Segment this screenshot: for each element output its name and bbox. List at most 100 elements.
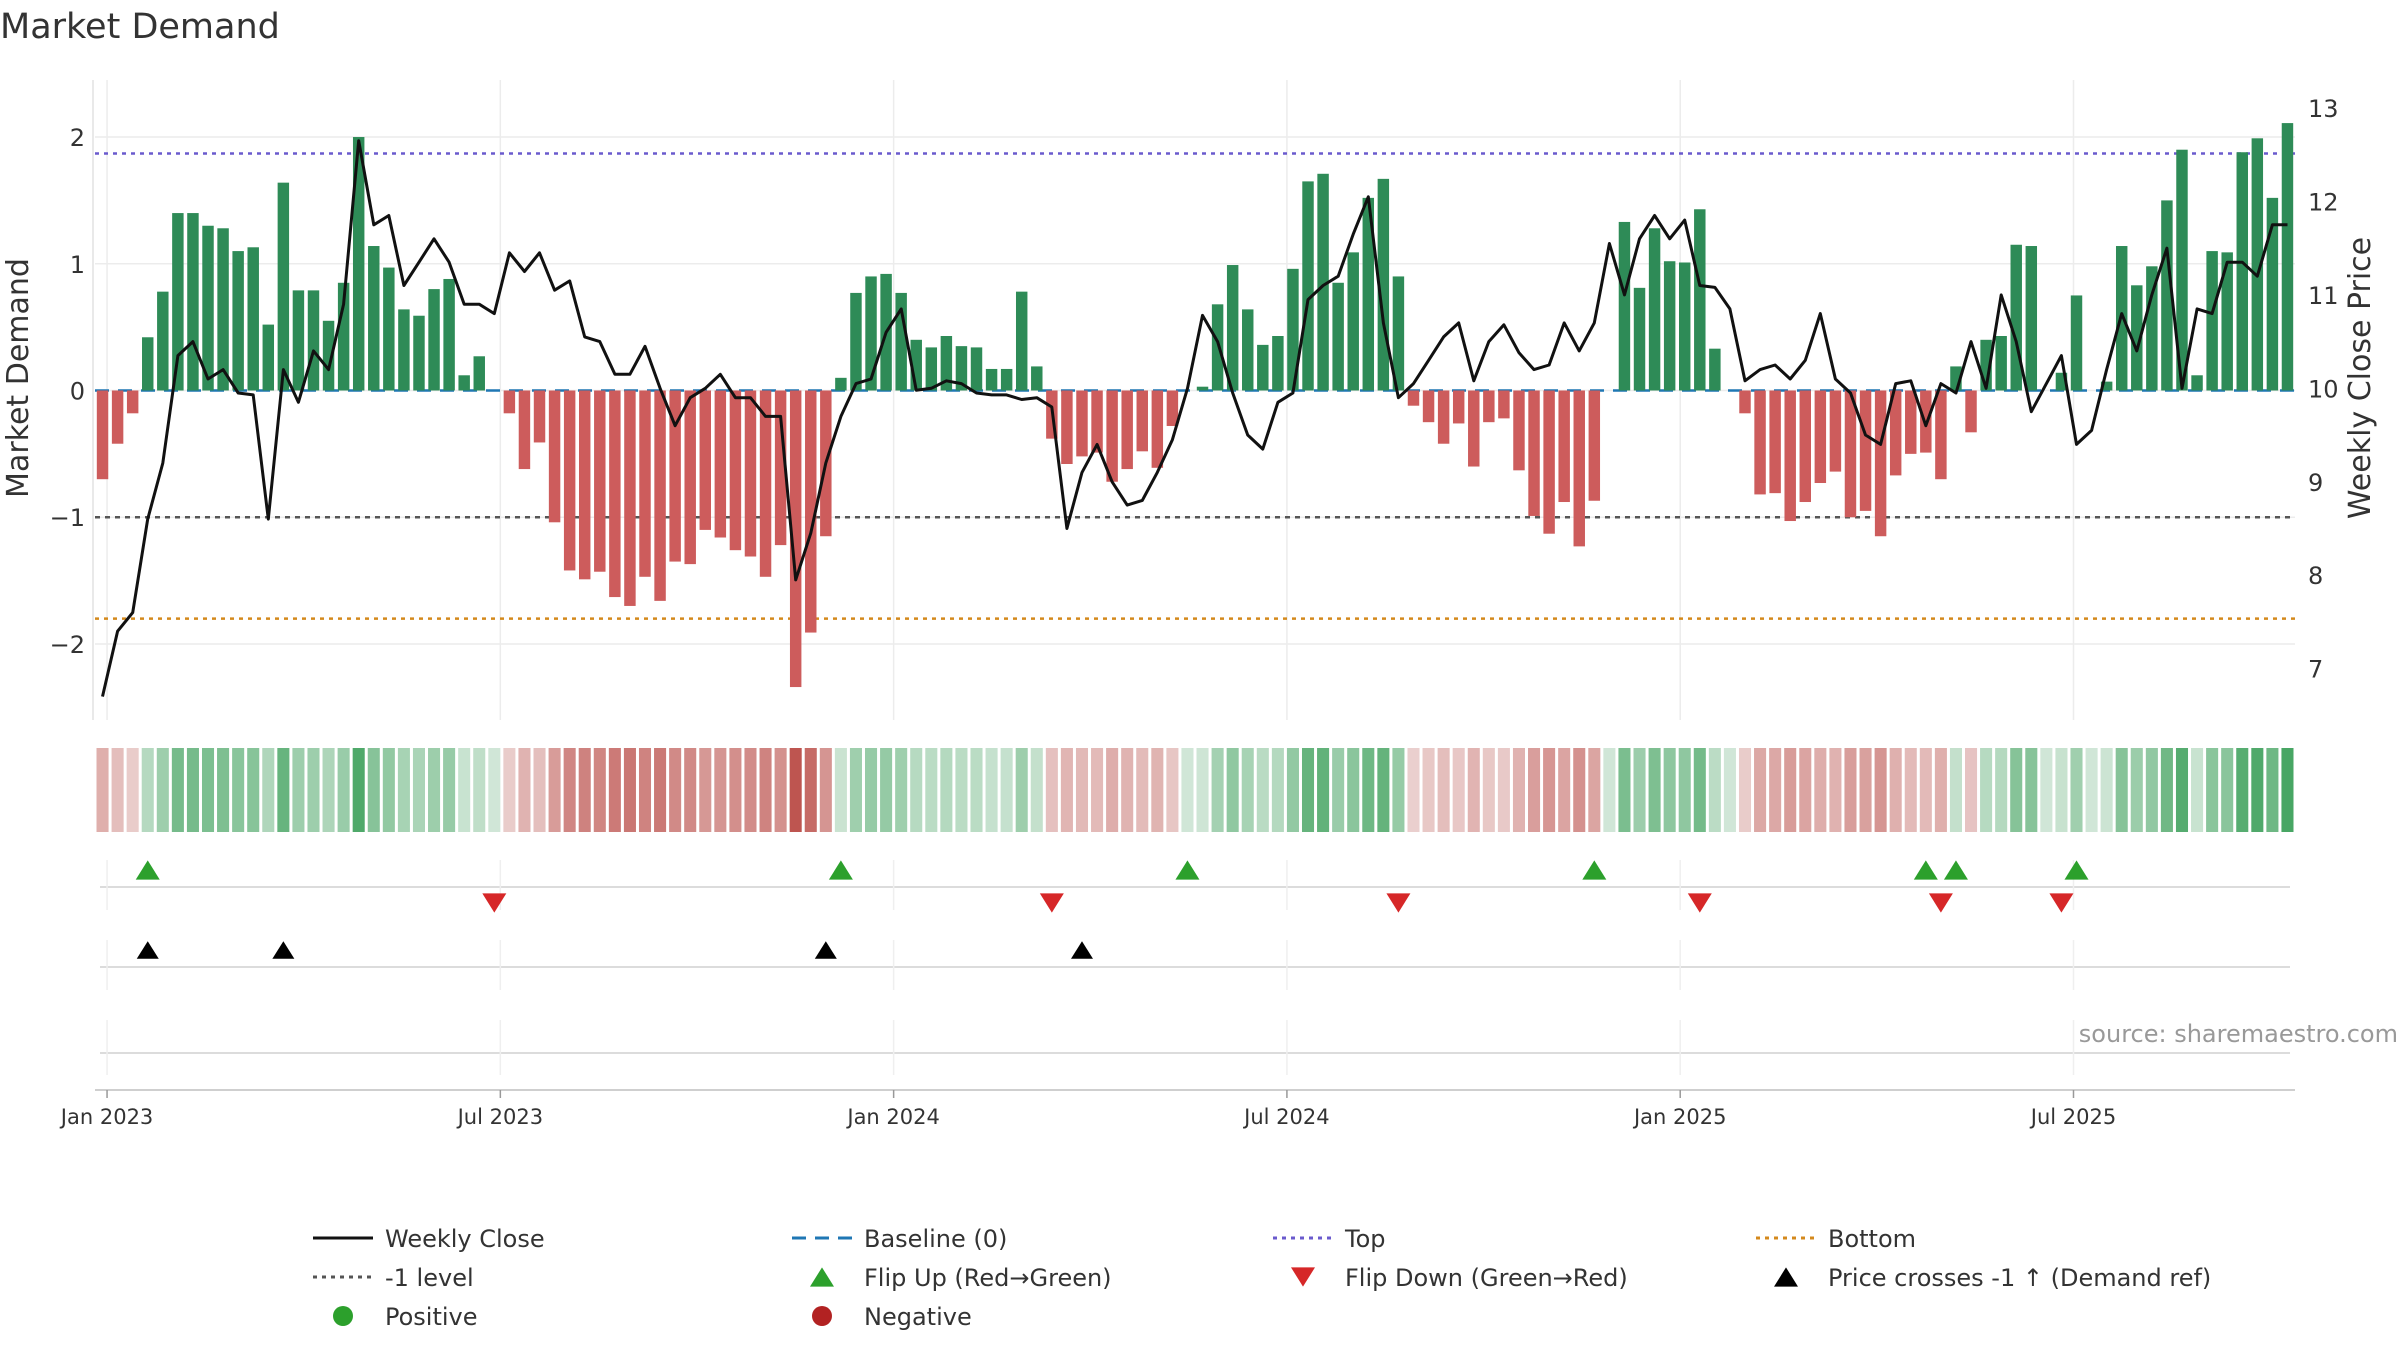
heat-cell — [1784, 748, 1797, 832]
weekly-close-line — [101, 139, 2288, 697]
demand-bar — [609, 390, 621, 598]
left-y-axis: 2 1 0 −1 −2 — [50, 124, 85, 659]
heat-cell — [1859, 748, 1872, 832]
price-cross-marker — [136, 941, 159, 959]
demand-bar — [654, 390, 666, 601]
y2-tick-label: 11 — [2308, 282, 2339, 310]
demand-bar — [1663, 261, 1676, 391]
y-tick-label: 0 — [70, 377, 85, 405]
y-tick-label: 2 — [70, 124, 85, 152]
heat-cell — [1995, 748, 2008, 832]
legend-swatch-circle — [812, 1306, 832, 1326]
demand-bar — [1498, 390, 1510, 419]
heat-cell — [1965, 748, 1978, 832]
demand-bar — [850, 292, 862, 391]
heat-cell — [201, 748, 215, 832]
demand-bar — [383, 267, 395, 391]
heat-cell — [1452, 748, 1465, 832]
legend-swatch-down-triangle — [1291, 1267, 1315, 1287]
demand-bar — [579, 390, 591, 580]
demand-bar — [262, 324, 275, 391]
demand-bar — [1000, 368, 1013, 391]
y2-tick-label: 7 — [2308, 656, 2323, 684]
y-axis-label: Market Demand — [1, 258, 36, 498]
legend-swatch-circle — [333, 1306, 353, 1326]
demand-bar — [835, 377, 847, 391]
heat-cell — [563, 748, 576, 832]
heat-cell — [1091, 748, 1104, 832]
y2-tick-label: 9 — [2308, 469, 2323, 497]
demand-bar — [1965, 390, 1977, 433]
flip-up-marker — [1582, 860, 1607, 880]
demand-bar — [1679, 262, 1691, 391]
heat-cell — [759, 748, 772, 832]
demand-bar — [1377, 178, 1390, 391]
heat-cell — [2010, 748, 2023, 832]
heat-cell — [895, 748, 908, 832]
demand-bar — [729, 390, 742, 551]
heat-cell — [744, 748, 757, 832]
demand-bar — [2176, 149, 2188, 391]
heat-cell — [1241, 748, 1254, 832]
legend-swatch-up-triangle — [810, 1267, 834, 1287]
demand-bar — [940, 336, 953, 391]
demand-bar — [533, 390, 546, 443]
demand-bar — [2146, 266, 2158, 391]
demand-bar — [2206, 251, 2218, 391]
demand-bar — [699, 390, 711, 530]
heat-cell — [1271, 748, 1284, 832]
heat-cell — [1738, 748, 1752, 832]
heat-cell — [834, 748, 847, 832]
demand-bar — [2055, 372, 2068, 391]
demand-bar — [1739, 390, 1751, 414]
heat-cell — [1512, 748, 1525, 832]
demand-bar — [1166, 390, 1179, 426]
demand-bar — [1226, 265, 1239, 391]
heat-cell — [141, 748, 154, 832]
heat-cell — [156, 748, 169, 832]
demand-bar — [1528, 390, 1540, 516]
heat-cell — [1588, 748, 1601, 832]
demand-bar — [1543, 390, 1555, 534]
demand-bar — [1694, 209, 1706, 391]
heat-cell — [1181, 748, 1194, 832]
source-label: source: sharemaestro.com — [2079, 1020, 2398, 1048]
heat-cell — [352, 748, 365, 832]
flip-up-marker — [2064, 860, 2089, 880]
heat-cell — [669, 748, 682, 832]
heat-cell — [1030, 748, 1043, 832]
close-price-line — [101, 139, 2288, 697]
heat-cell — [2115, 748, 2128, 832]
heat-cell — [1060, 748, 1073, 832]
heat-cell — [2055, 748, 2068, 832]
demand-bar — [217, 228, 229, 391]
demand-bar — [1287, 268, 1299, 391]
legend-label: Flip Down (Green→Red) — [1345, 1264, 1628, 1292]
heat-cell — [247, 748, 260, 832]
heat-cell — [518, 748, 531, 832]
heat-cell — [337, 748, 350, 832]
heat-cell — [865, 748, 878, 832]
demand-bar — [1121, 390, 1133, 470]
y2-tick-label: 13 — [2308, 95, 2339, 123]
heat-cell — [638, 748, 652, 832]
demand-bar — [1136, 390, 1148, 452]
heat-cell — [1121, 748, 1134, 832]
flip-up-marker — [1913, 860, 1938, 880]
demand-bar — [2010, 244, 2022, 391]
chart-title: Market Demand — [0, 7, 280, 47]
right-y-axis: 13 12 11 10 9 8 7 — [2308, 95, 2339, 684]
reference-lines — [95, 152, 2295, 620]
heat-cell — [2221, 748, 2234, 832]
heat-cell — [322, 748, 335, 832]
heat-cell — [2085, 748, 2098, 832]
demand-bar — [624, 390, 636, 606]
legend-label: Flip Up (Red→Green) — [864, 1264, 1112, 1292]
heat-cell — [2070, 748, 2083, 832]
heat-cell — [1934, 748, 1947, 832]
demand-bar — [473, 356, 485, 391]
flip-up-marker — [135, 860, 160, 880]
demand-bar — [2266, 197, 2279, 391]
demand-bar — [352, 137, 365, 391]
